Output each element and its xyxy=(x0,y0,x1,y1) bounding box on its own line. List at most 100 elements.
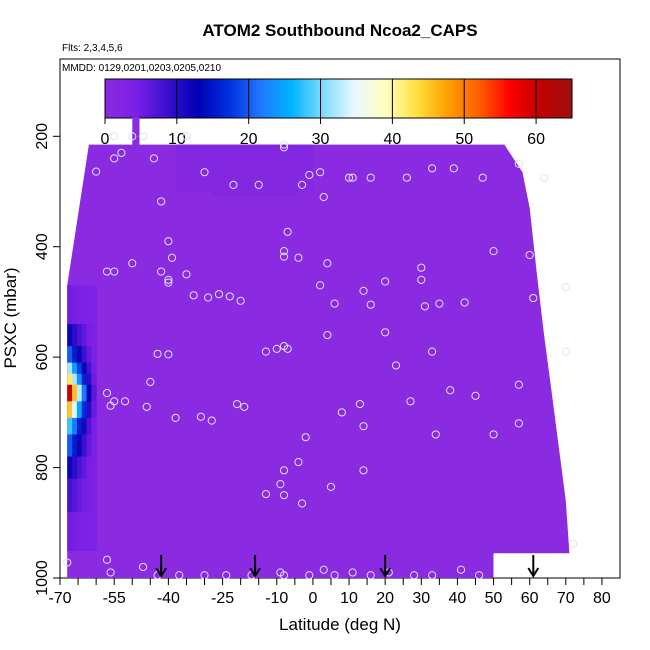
hot-cell xyxy=(86,362,92,375)
y-tick-label: 1000 xyxy=(34,560,51,596)
sample-point xyxy=(279,466,289,475)
x-tick-label: -40 xyxy=(157,590,180,607)
sample-point xyxy=(323,259,332,268)
sample-point xyxy=(319,192,328,202)
hot-cell xyxy=(81,417,88,436)
sample-point xyxy=(478,173,487,182)
hot-cell xyxy=(67,478,73,513)
sample-point xyxy=(474,571,484,580)
x-axis: -70 -55 -40 -25 -10 0 10 20 30 40 50 60 70 80 xyxy=(48,578,611,607)
sample-point xyxy=(196,412,206,421)
sample-point xyxy=(428,571,437,580)
x-tick-label: -55 xyxy=(103,590,126,607)
hot-cell xyxy=(67,417,73,436)
sample-point xyxy=(164,278,173,287)
hot-cell xyxy=(86,401,92,419)
x-axis-label: Latitude (deg N) xyxy=(279,615,401,634)
sample-point xyxy=(489,430,498,439)
hot-cell xyxy=(81,346,88,364)
hot-cell xyxy=(67,511,73,551)
sample-point xyxy=(189,291,198,300)
sample-point xyxy=(316,168,325,177)
sample-point xyxy=(120,397,130,406)
sample-point xyxy=(236,296,245,305)
sample-point xyxy=(514,159,523,169)
hot-cell xyxy=(81,456,88,480)
x-tick-label: 80 xyxy=(593,590,611,607)
sample-point xyxy=(446,386,455,395)
hot-cell xyxy=(72,511,78,551)
sample-point xyxy=(261,347,271,356)
sample-point xyxy=(272,344,281,353)
sample-point xyxy=(106,568,115,577)
y-tick-label: 800 xyxy=(34,454,51,481)
hot-cell xyxy=(81,478,88,513)
sample-point xyxy=(417,263,426,272)
sample-point xyxy=(348,173,357,182)
sample-point xyxy=(402,173,411,182)
hot-cell xyxy=(91,346,97,364)
flight-arrows xyxy=(155,555,540,578)
hot-cell xyxy=(81,362,88,375)
sample-point xyxy=(297,499,307,508)
hot-cell xyxy=(72,373,78,386)
sample-point xyxy=(214,290,224,299)
sample-point xyxy=(164,237,173,246)
flight-arrow-head xyxy=(249,567,261,578)
sample-point xyxy=(305,571,314,580)
sample-point xyxy=(279,140,289,149)
sample-point xyxy=(391,361,401,370)
sample-point xyxy=(409,571,419,580)
sample-point xyxy=(294,253,303,262)
sample-point xyxy=(431,430,440,439)
hot-cell xyxy=(76,417,83,436)
sample-point xyxy=(297,180,307,189)
x-tick-label: 30 xyxy=(412,590,430,607)
sample-point xyxy=(529,293,538,303)
hot-cell xyxy=(67,434,73,458)
hot-cell xyxy=(76,373,83,386)
hot-cell xyxy=(86,346,92,364)
sample-point xyxy=(428,164,437,173)
hot-cell xyxy=(76,478,83,513)
x-tick-label: -70 xyxy=(48,590,71,607)
hot-cell xyxy=(91,456,97,480)
hot-cell xyxy=(91,324,97,347)
sample-point xyxy=(366,173,375,182)
sample-point xyxy=(344,173,354,182)
hot-cell xyxy=(91,434,97,458)
colorbar-tick-label: 20 xyxy=(240,131,258,148)
y-tick-label: 400 xyxy=(34,233,51,260)
sample-point xyxy=(128,132,137,141)
hot-cell xyxy=(91,384,97,402)
colorbar-tick-label: 40 xyxy=(383,131,401,148)
sample-point xyxy=(428,347,437,356)
sample-point xyxy=(279,571,289,580)
sample-point xyxy=(276,480,285,489)
hot-cell xyxy=(67,384,73,402)
sample-point xyxy=(157,197,166,206)
hot-cell xyxy=(81,373,88,386)
x-tick-label: 0 xyxy=(308,590,317,607)
sample-point xyxy=(406,397,415,406)
hot-cell xyxy=(67,373,73,386)
x-tick-label: -25 xyxy=(211,590,234,607)
sample-point xyxy=(200,168,209,177)
sample-point xyxy=(204,293,213,302)
y-axis: 200 400 600 800 1000 xyxy=(34,123,60,596)
sample-point xyxy=(225,292,234,301)
colorbar xyxy=(104,78,573,119)
colorbar-ticks: 0 10 20 30 40 50 60 xyxy=(101,79,545,148)
sample-point xyxy=(63,558,72,567)
flight-arrow-head xyxy=(155,567,168,578)
sample-point xyxy=(102,555,112,564)
hot-cell xyxy=(72,346,78,364)
sample-point xyxy=(102,388,112,398)
sample-point xyxy=(561,282,570,292)
sample-point xyxy=(460,298,469,307)
sample-point xyxy=(326,482,336,491)
colorbar-tick-label: 60 xyxy=(527,131,545,148)
sample-point xyxy=(232,399,242,409)
sample-point xyxy=(359,422,368,431)
sample-point xyxy=(182,270,191,279)
